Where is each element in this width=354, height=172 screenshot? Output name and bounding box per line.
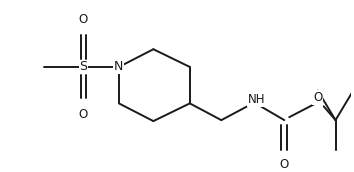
Text: NH: NH [248,93,266,106]
Text: O: O [79,13,88,26]
Text: O: O [280,158,289,171]
Text: O: O [79,108,88,121]
Text: S: S [79,60,87,73]
Text: O: O [313,91,322,104]
Text: N: N [114,60,124,73]
